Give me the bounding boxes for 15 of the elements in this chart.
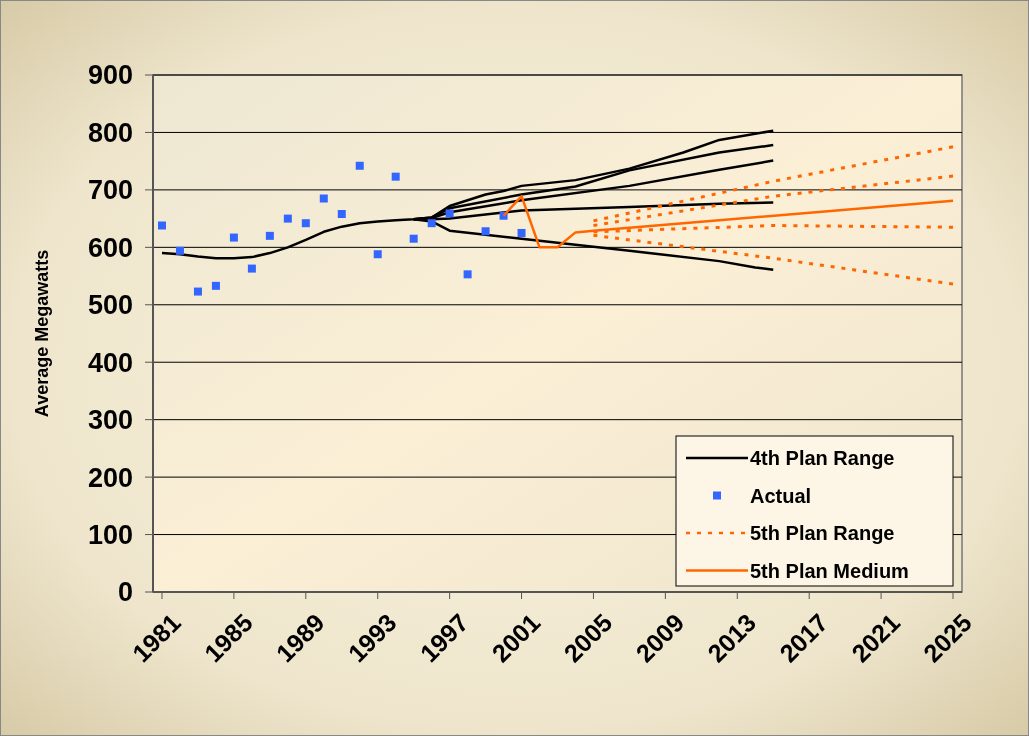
y-tick-label: 100 (87, 520, 133, 551)
y-tick-label: 800 (87, 117, 133, 148)
legend-label: 5th Plan Medium (750, 559, 909, 582)
y-tick-label: 200 (87, 462, 133, 493)
y-tick-label: 300 (87, 405, 133, 436)
legend-label: Actual (750, 484, 812, 507)
y-tick-label: 400 (87, 347, 133, 378)
y-tick-label: 700 (87, 175, 133, 206)
y-tick-label: 600 (87, 232, 133, 263)
y-tick-label: 900 (87, 60, 133, 91)
y-axis-title: Average Megawatts (32, 249, 52, 418)
legend-label: 5th Plan Range (750, 522, 895, 544)
legend-label: 4th Plan Range (750, 447, 895, 469)
y-tick-label: 0 (117, 577, 133, 608)
y-tick-label: 500 (87, 290, 133, 321)
